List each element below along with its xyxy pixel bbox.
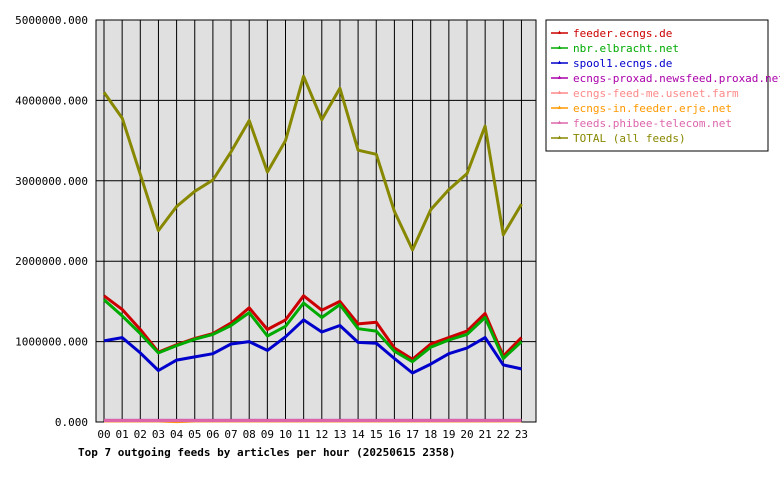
x-tick-label: 09	[261, 428, 274, 441]
y-tick-label: 3000000.000	[15, 175, 88, 188]
x-tick-label: 10	[279, 428, 292, 441]
x-tick-label: 12	[315, 428, 328, 441]
series-line-nbr-elbracht-net	[103, 298, 523, 364]
legend-marker-icon: ▴	[558, 103, 562, 111]
x-tick-label: 23	[515, 428, 528, 441]
legend-label: feeds.phibee-telecom.net	[573, 117, 732, 130]
x-tick-label: 22	[497, 428, 510, 441]
legend-marker-icon: ▴	[558, 58, 562, 66]
y-tick-label: 0.000	[55, 416, 88, 429]
x-tick-label: 07	[224, 428, 237, 441]
legend-marker-icon: ▴	[558, 73, 562, 81]
x-tick-label: 01	[116, 428, 129, 441]
x-tick-label: 19	[442, 428, 455, 441]
legend-marker-icon: ▴	[558, 43, 562, 51]
series-lines	[102, 74, 523, 424]
y-tick-label: 4000000.000	[15, 94, 88, 107]
x-tick-label: 05	[188, 428, 201, 441]
legend-label: spool1.ecngs.de	[573, 57, 672, 70]
x-tick-label: 15	[370, 428, 383, 441]
legend-marker-icon: ▴	[558, 133, 562, 141]
x-tick-label: 16	[388, 428, 401, 441]
legend-marker-icon: ▴	[558, 118, 562, 126]
x-tick-label: 02	[134, 428, 147, 441]
x-tick-label: 14	[351, 428, 365, 441]
y-tick-label: 1000000.000	[15, 336, 88, 349]
legend-marker-icon: ▴	[558, 88, 562, 96]
x-tick-label: 20	[460, 428, 473, 441]
legend-box	[545, 19, 769, 152]
plot-background	[96, 20, 536, 422]
series-line-total-all-feeds	[102, 74, 523, 252]
x-tick-label: 03	[152, 428, 165, 441]
x-tick-label: 04	[170, 428, 184, 441]
legend-label: ecngs-feed-me.usenet.farm	[573, 87, 739, 100]
y-tick-label: 5000000.000	[15, 14, 88, 27]
x-tick-labels: 00 01 02 03 04 05 06 07 08 09 10 11 12 13 14 15 16 17 18 19…	[97, 428, 528, 441]
legend-label: nbr.elbracht.net	[573, 42, 679, 55]
y-tick-labels: 0.000 1000000.000 2000000.000 3000000.000 40…	[15, 14, 88, 429]
x-tick-label: 08	[243, 428, 256, 441]
x-tick-label: 17	[406, 428, 419, 441]
legend-label: TOTAL (all feeds)	[573, 132, 686, 145]
legend-label: ecngs-proxad.newsfeed.proxad.net	[573, 72, 780, 85]
legend-label: feeder.ecngs.de	[573, 27, 672, 40]
legend: ▴ feeder.ecngs.de ▴ nbr.elbracht.net ▴ spool1…	[545, 19, 780, 152]
legend-label: ecngs-in.feeder.erje.net	[573, 102, 732, 115]
x-tick-label: 13	[333, 428, 346, 441]
x-tick-label: 18	[424, 428, 437, 441]
legend-marker-icon: ▴	[558, 28, 562, 36]
y-tick-label: 2000000.000	[15, 255, 88, 268]
x-tick-label: 11	[297, 428, 310, 441]
x-tick-label: 06	[206, 428, 219, 441]
series-line-spool1-ecngs-de	[103, 318, 522, 375]
x-tick-label: 21	[479, 428, 492, 441]
x-tick-label: 00	[97, 428, 110, 441]
chart-title: Top 7 outgoing feeds by articles per hou…	[78, 446, 456, 459]
